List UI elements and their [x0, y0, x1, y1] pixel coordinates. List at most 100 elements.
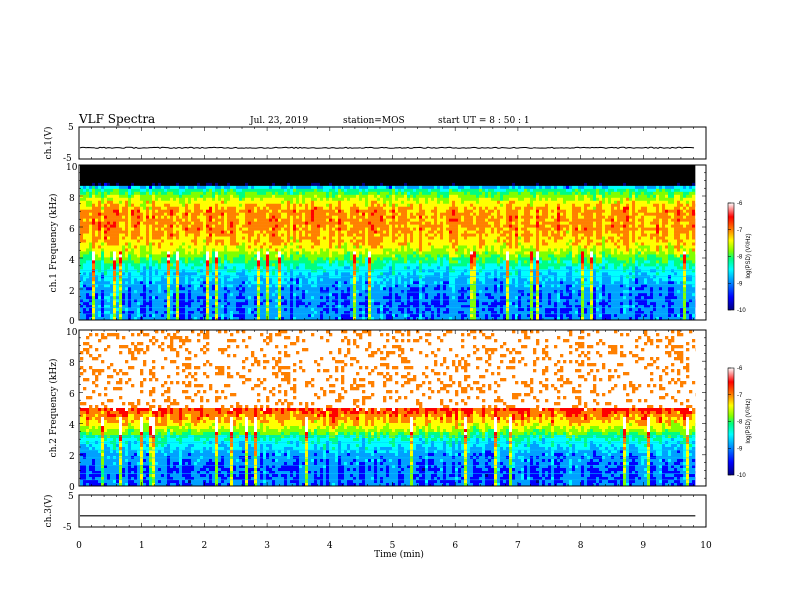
- spectrogram-cell: [185, 311, 189, 315]
- spectrogram-cell: [143, 254, 147, 258]
- spectrogram-cell: [338, 317, 342, 321]
- spectrogram-cell: [155, 248, 159, 252]
- spectrogram-cell: [101, 206, 105, 211]
- spectrogram-cell: [155, 236, 159, 240]
- spectrogram-cell: [209, 296, 213, 300]
- spectrogram-cell: [365, 224, 369, 228]
- spectrogram-cell: [194, 281, 198, 285]
- spectrogram-cell: [296, 165, 300, 169]
- spectrogram-cell: [89, 188, 93, 193]
- spectrogram-cell: [251, 287, 255, 291]
- spectrogram-cell: [263, 251, 267, 255]
- spectrogram-cell: [227, 308, 231, 312]
- spectrogram-cell: [338, 185, 342, 190]
- spectrogram-cell: [110, 254, 114, 258]
- spectrogram-cell: [326, 176, 330, 181]
- spectrogram-cell: [239, 188, 243, 193]
- spectrogram-cell: [284, 317, 288, 321]
- spectrogram-cell: [203, 212, 207, 216]
- spectrogram-cell: [290, 278, 294, 282]
- spectrogram-cell: [185, 308, 189, 312]
- spectrogram-cell: [98, 263, 102, 267]
- spectrogram-cell: [176, 302, 180, 306]
- spectrogram-cell: [167, 236, 171, 240]
- spectrogram-cell: [95, 194, 99, 199]
- spectrogram-cell: [281, 188, 285, 193]
- spectrogram-cell: [170, 218, 174, 222]
- spectrogram-cell: [269, 212, 273, 216]
- spectrogram-cell: [203, 185, 207, 190]
- spectrogram-cell: [293, 269, 297, 273]
- spectrogram-cell: [296, 260, 300, 264]
- spectrogram-cell: [173, 314, 177, 318]
- spectrogram-cell: [110, 194, 114, 199]
- spectrogram-cell: [212, 203, 216, 208]
- spectrogram-cell: [182, 188, 186, 193]
- spectrogram-cell: [293, 311, 297, 315]
- spectrogram-cell: [314, 317, 318, 321]
- spectrogram-cell: [206, 194, 210, 199]
- spectrogram-cell: [140, 224, 144, 228]
- spectrogram-cell: [362, 305, 366, 309]
- spectrogram-cell: [173, 170, 177, 175]
- spectrogram-cell: [317, 263, 321, 267]
- spectrogram-cell: [152, 317, 156, 321]
- spectrogram-cell: [293, 287, 297, 291]
- spectrogram-cell: [122, 302, 126, 306]
- spectrogram-cell: [356, 215, 360, 219]
- spectrogram-cell: [161, 176, 165, 181]
- spectrogram-cell: [245, 212, 249, 216]
- spectrogram-cell: [83, 272, 87, 276]
- spectrogram-cell: [113, 302, 117, 306]
- spectrogram-cell: [287, 239, 291, 243]
- spectrogram-cell: [128, 221, 132, 225]
- spectrogram-cell: [206, 182, 210, 187]
- spectrogram-cell: [170, 308, 174, 312]
- spectrogram-cell: [296, 170, 300, 175]
- spectrogram-cell: [197, 200, 201, 205]
- spectrogram-cell: [209, 224, 213, 228]
- spectrogram-cell: [332, 194, 336, 199]
- spectrogram-cell: [233, 317, 237, 321]
- spectrogram-cell: [170, 209, 174, 213]
- spectrogram-cell: [104, 170, 108, 175]
- spectrogram-cell: [161, 224, 165, 228]
- spectrogram-cell: [284, 179, 288, 184]
- spectrogram-cell: [275, 263, 279, 267]
- spectrogram-cell: [272, 233, 276, 237]
- spectrogram-cell: [158, 197, 162, 202]
- spectrogram-cell: [179, 242, 183, 246]
- spectrogram-cell: [128, 272, 132, 276]
- spectrogram-cell: [359, 203, 363, 208]
- spectrogram-cell: [131, 305, 135, 309]
- spectrogram-cell: [206, 296, 210, 300]
- spectrogram-cell: [278, 242, 282, 246]
- spectrogram-cell: [314, 287, 318, 291]
- spectrogram-cell: [230, 212, 234, 216]
- spectrogram-cell: [236, 281, 240, 285]
- spectrogram-cell: [341, 248, 345, 252]
- spectrogram-cell: [107, 296, 111, 300]
- spectrogram-cell: [251, 233, 255, 237]
- spectrogram-cell: [362, 251, 366, 255]
- spectrogram-cell: [89, 236, 93, 240]
- spectrogram-cell: [140, 314, 144, 318]
- spectrogram-cell: [299, 248, 303, 252]
- spectrogram-cell: [134, 314, 138, 318]
- spectrogram-cell: [293, 206, 297, 211]
- spectrogram-cell: [326, 284, 330, 288]
- spectrogram-cell: [167, 179, 171, 184]
- spectrogram-cell: [335, 254, 339, 258]
- spectrogram-cell: [89, 233, 93, 237]
- spectrogram-cell: [245, 173, 249, 178]
- spectrogram-cell: [182, 224, 186, 228]
- spectrogram-cell: [356, 269, 360, 273]
- spectrogram-cell: [296, 167, 300, 172]
- spectrogram-cell: [290, 191, 294, 196]
- spectrogram-cell: [176, 305, 180, 309]
- spectrogram-cell: [182, 179, 186, 184]
- spectrogram-cell: [245, 311, 249, 315]
- spectrogram-cell: [236, 308, 240, 312]
- spectrogram-cell: [152, 227, 156, 231]
- spectrogram-cell: [137, 257, 141, 261]
